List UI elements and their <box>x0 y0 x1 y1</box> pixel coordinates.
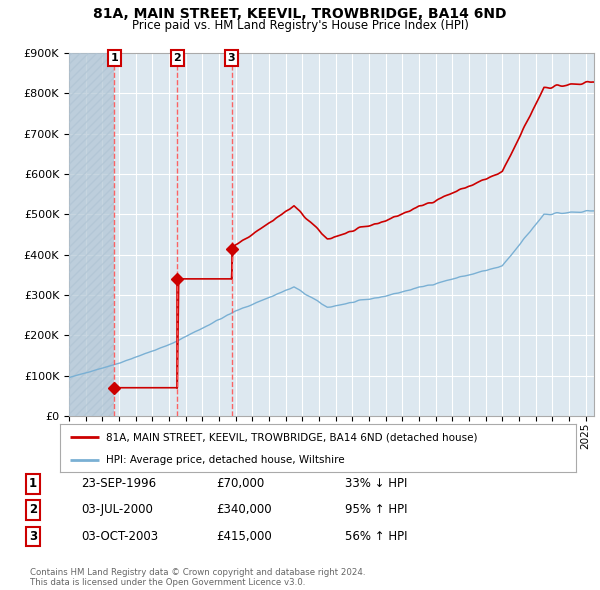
Text: £340,000: £340,000 <box>216 503 272 516</box>
Text: 03-JUL-2000: 03-JUL-2000 <box>81 503 153 516</box>
Text: 1: 1 <box>29 477 37 490</box>
Text: 2: 2 <box>29 503 37 516</box>
Text: £415,000: £415,000 <box>216 530 272 543</box>
Text: 81A, MAIN STREET, KEEVIL, TROWBRIDGE, BA14 6ND: 81A, MAIN STREET, KEEVIL, TROWBRIDGE, BA… <box>93 7 507 21</box>
Text: 03-OCT-2003: 03-OCT-2003 <box>81 530 158 543</box>
Text: 3: 3 <box>227 53 235 63</box>
Text: Price paid vs. HM Land Registry's House Price Index (HPI): Price paid vs. HM Land Registry's House … <box>131 19 469 32</box>
Text: 81A, MAIN STREET, KEEVIL, TROWBRIDGE, BA14 6ND (detached house): 81A, MAIN STREET, KEEVIL, TROWBRIDGE, BA… <box>106 432 478 442</box>
Text: £70,000: £70,000 <box>216 477 264 490</box>
Text: 3: 3 <box>29 530 37 543</box>
Text: 56% ↑ HPI: 56% ↑ HPI <box>345 530 407 543</box>
Text: 33% ↓ HPI: 33% ↓ HPI <box>345 477 407 490</box>
Text: 1: 1 <box>110 53 118 63</box>
Text: 95% ↑ HPI: 95% ↑ HPI <box>345 503 407 516</box>
Text: 23-SEP-1996: 23-SEP-1996 <box>81 477 156 490</box>
Bar <box>69 53 115 416</box>
Text: 2: 2 <box>173 53 181 63</box>
Text: HPI: Average price, detached house, Wiltshire: HPI: Average price, detached house, Wilt… <box>106 455 345 465</box>
Text: Contains HM Land Registry data © Crown copyright and database right 2024.
This d: Contains HM Land Registry data © Crown c… <box>30 568 365 587</box>
